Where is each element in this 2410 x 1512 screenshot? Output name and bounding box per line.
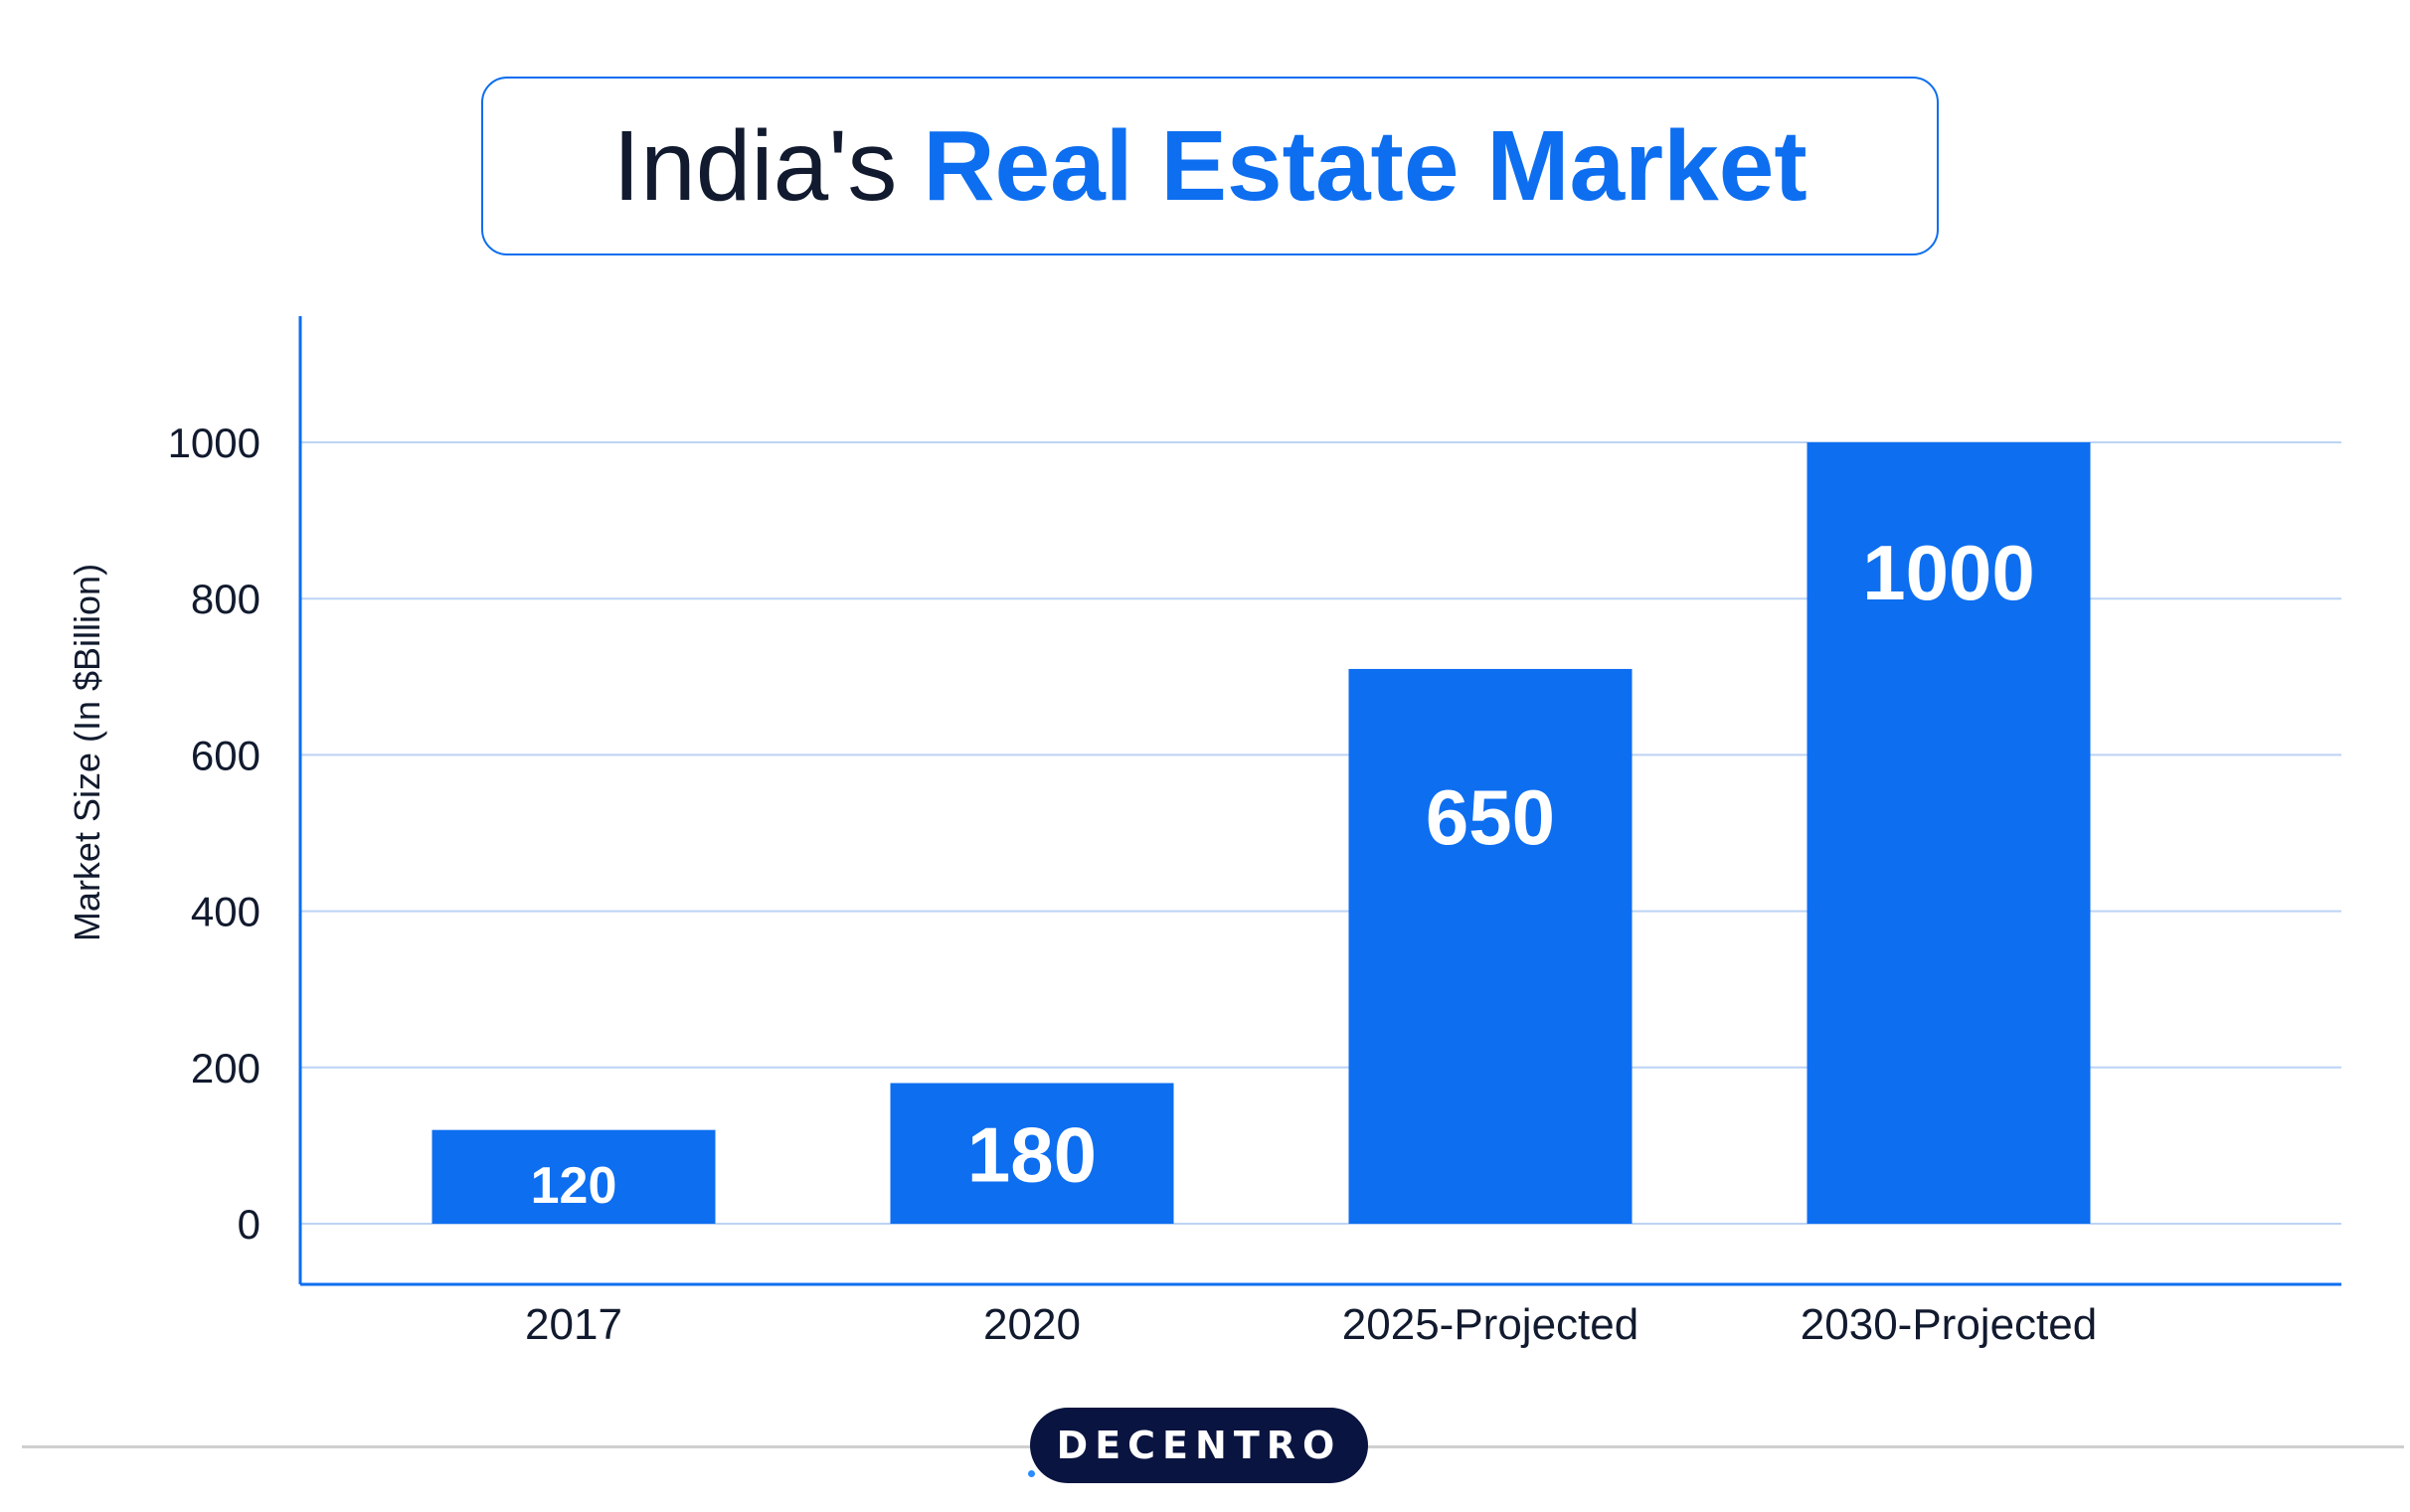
y-tick-label: 0 bbox=[238, 1201, 260, 1248]
x-category-label: 2030-Projected bbox=[1801, 1300, 2097, 1349]
bar-value-label: 1000 bbox=[1862, 529, 2035, 616]
brand-logo-dot bbox=[1028, 1470, 1035, 1477]
bar-2030-projected bbox=[1807, 442, 2091, 1224]
bar-2025-projected bbox=[1348, 668, 1633, 1224]
brand-logo-text: DECENTRO bbox=[1056, 1424, 1342, 1467]
y-tick-label: 800 bbox=[191, 576, 260, 622]
bar-2017 bbox=[431, 1129, 716, 1224]
y-tick-label: 1000 bbox=[168, 420, 260, 466]
x-category-label: 2025-Projected bbox=[1342, 1300, 1638, 1349]
title-highlight: Real Estate Market bbox=[923, 110, 1808, 222]
brand-logo: DECENTRO bbox=[1028, 1408, 1368, 1483]
bar-2020 bbox=[890, 1083, 1174, 1224]
chart-title: India's Real Estate Market bbox=[481, 77, 1939, 255]
y-tick-label: 400 bbox=[191, 889, 260, 935]
y-axis-title: Market Size (In $Billion) bbox=[67, 564, 107, 941]
bar-value-label: 650 bbox=[1426, 773, 1555, 861]
x-category-label: 2020 bbox=[983, 1300, 1081, 1349]
y-tick-label: 600 bbox=[191, 732, 260, 778]
x-category-label: 2017 bbox=[525, 1300, 622, 1349]
y-tick-label: 200 bbox=[191, 1045, 260, 1092]
title-plain: India's bbox=[612, 110, 898, 222]
bar-value-label: 120 bbox=[531, 1157, 617, 1215]
bar-value-label: 180 bbox=[967, 1110, 1097, 1198]
